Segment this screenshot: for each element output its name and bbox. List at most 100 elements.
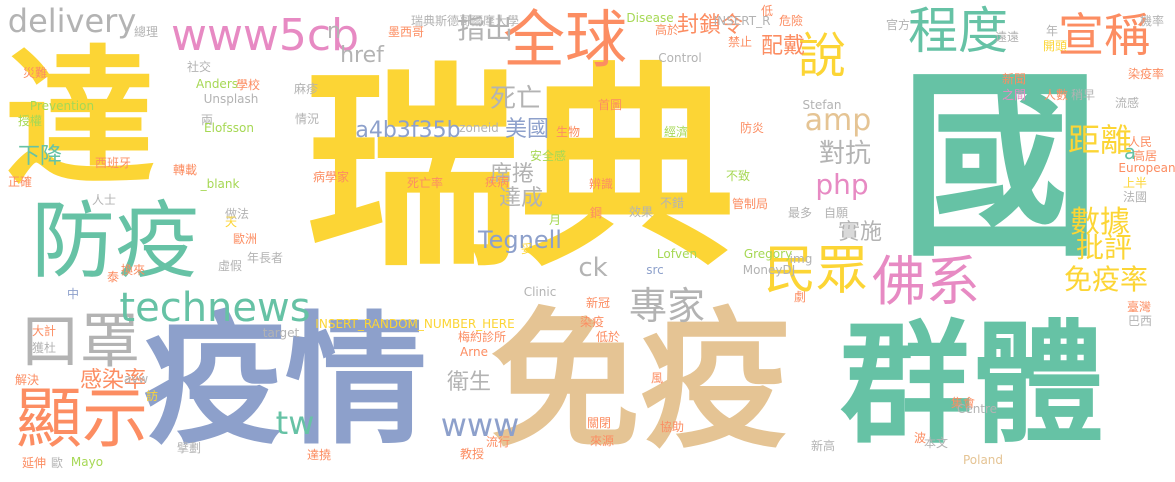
cloud-word: 禁止 xyxy=(727,35,753,49)
cloud-word: Disease xyxy=(626,11,674,25)
cloud-word: 高於 xyxy=(654,23,680,37)
cloud-word: 美國 xyxy=(504,117,550,142)
cloud-word: 低 xyxy=(760,4,774,18)
cloud-word: 免疫率 xyxy=(1063,263,1149,296)
cloud-word: www xyxy=(440,406,520,444)
cloud-word: 經濟 xyxy=(663,125,689,139)
cloud-word: technews xyxy=(119,285,311,331)
cloud-word: 數據 xyxy=(1070,205,1130,240)
cloud-word: 低於 xyxy=(595,330,621,344)
cloud-word: 擘劃 xyxy=(176,441,202,455)
cloud-word: Centre xyxy=(956,402,998,416)
cloud-word: 學校 xyxy=(235,78,261,92)
cloud-word: Control xyxy=(658,51,702,65)
cloud-word: 波 xyxy=(913,431,927,445)
cloud-word: 法國 xyxy=(1122,190,1148,204)
cloud-word: 官方 xyxy=(885,18,911,32)
cloud-word: 歐洲 xyxy=(232,232,258,246)
cloud-word: Clinic xyxy=(523,285,557,299)
cloud-word: 天 xyxy=(224,215,238,229)
cloud-word: 歐 xyxy=(50,456,64,470)
cloud-word: 顯示 xyxy=(16,380,148,457)
cloud-word: 效果 xyxy=(628,205,654,219)
cloud-word: 機率 xyxy=(1139,14,1165,28)
cloud-word: 劇 xyxy=(793,290,807,304)
cloud-word: 西班牙 xyxy=(94,156,132,170)
cloud-word: 妥 xyxy=(520,242,534,256)
cloud-word: 死亡 xyxy=(489,84,543,114)
cloud-word: 之間 xyxy=(1001,88,1027,102)
cloud-word: 流感 xyxy=(1114,96,1140,110)
cloud-word: 口罩 xyxy=(20,307,140,377)
cloud-word: 全球 xyxy=(502,3,628,76)
cloud-word: 說 xyxy=(797,28,847,84)
cloud-word: 解決 xyxy=(14,373,40,387)
cloud-word: 指出 xyxy=(456,12,514,45)
cloud-word: Mayo xyxy=(70,455,104,469)
cloud-word: 自願 xyxy=(823,206,849,220)
cloud-word: www5cb xyxy=(170,10,360,61)
cloud-word: 高居 xyxy=(1132,149,1158,163)
cloud-word: 巴西 xyxy=(1127,314,1153,328)
cloud-word: 疫情 xyxy=(143,299,427,464)
cloud-word: Arne xyxy=(460,345,488,359)
cloud-word: 人數 xyxy=(1043,88,1069,102)
cloud-word: Prevention xyxy=(29,99,95,113)
cloud-word: 人民 xyxy=(1127,135,1153,149)
cloud-word: 集會 xyxy=(950,396,976,410)
cloud-word: 關閉 xyxy=(586,416,612,430)
cloud-word: 災難 xyxy=(22,66,48,80)
cloud-word: 染疫率 xyxy=(1127,67,1165,81)
cloud-word: 達成 xyxy=(498,186,544,211)
cloud-word: 封鎖令 xyxy=(676,13,744,38)
cloud-word: 防疫 xyxy=(30,192,200,290)
cloud-word: a xyxy=(1123,140,1137,164)
cloud-word: 染疫 xyxy=(579,315,605,329)
cloud-word: 瑞典斯德哥爾摩大學 xyxy=(410,14,520,28)
cloud-word: 免疫 xyxy=(489,295,791,469)
cloud-word: 情況 xyxy=(294,112,320,126)
cloud-word: 協助 xyxy=(659,420,685,434)
cloud-word: href xyxy=(340,43,384,68)
cloud-word: European xyxy=(1118,161,1175,175)
cloud-word: 年 xyxy=(1045,24,1059,38)
cloud-word: 群體 xyxy=(840,308,1104,462)
cloud-word: 開頭 xyxy=(1042,39,1068,53)
cloud-word: 配戴 xyxy=(760,34,806,59)
cloud-word: 感染率 xyxy=(79,368,147,393)
cloud-word: 換來 xyxy=(120,263,146,277)
cloud-word: a4b3f35b xyxy=(355,118,461,143)
cloud-word: 管制局 xyxy=(731,197,769,211)
cloud-word: 批評 xyxy=(1075,231,1133,264)
cloud-word: INSERT_R xyxy=(713,14,771,28)
cloud-word: 佛系 xyxy=(872,250,980,313)
cloud-word: Lofven xyxy=(656,247,698,261)
cloud-word: 衛生 xyxy=(446,370,492,395)
cloud-word: Elofsson xyxy=(204,121,254,135)
cloud-word: amp xyxy=(804,103,872,138)
cloud-word: 授權 xyxy=(17,114,43,128)
cloud-word: 疾病 xyxy=(484,175,510,189)
cloud-word: 病學家 xyxy=(312,170,350,184)
cloud-word: 宣稱 xyxy=(1058,8,1150,62)
cloud-word: Gregory xyxy=(743,247,793,261)
cloud-word: 麻疹 xyxy=(293,82,319,96)
cloud-word: avw xyxy=(123,372,149,386)
cloud-word: 虛假 xyxy=(217,259,243,273)
cloud-word: tw xyxy=(275,404,315,442)
cloud-word: 生物 xyxy=(555,125,581,139)
cloud-word: 稍早 xyxy=(1070,88,1096,102)
cloud-word: 實施 xyxy=(837,220,883,245)
cloud-word: 做法 xyxy=(224,207,250,221)
cloud-word: 席捲 xyxy=(489,162,535,187)
cloud-word: 鋼 xyxy=(589,206,603,220)
cloud-word: 風 xyxy=(650,371,664,385)
cloud-word: 延伸 xyxy=(21,456,47,470)
cloud-word: 遠遠 xyxy=(994,30,1020,44)
cloud-word: 正確 xyxy=(7,175,33,189)
cloud-word: 來源 xyxy=(589,434,615,448)
cloud-word: target xyxy=(262,326,300,340)
cloud-word: 不致 xyxy=(725,169,751,183)
cloud-word: 瑞典 xyxy=(305,44,735,296)
cloud-word: 安全感 xyxy=(529,149,567,163)
